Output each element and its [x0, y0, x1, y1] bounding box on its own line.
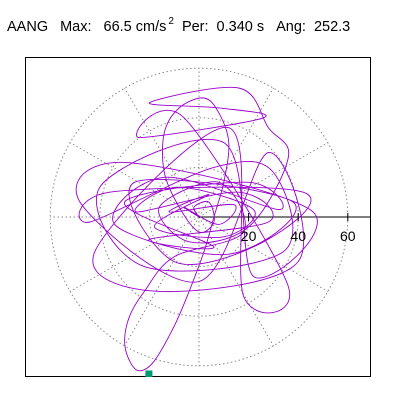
radial-tick-label: 20 [241, 228, 257, 244]
max-value: 66.5 cm/s [103, 19, 167, 35]
particle-motion-plot: 20 40 60 [25, 57, 371, 377]
trace-line [75, 86, 318, 372]
period-label: Per: [181, 19, 209, 35]
grid-spoke-10 [198, 216, 274, 347]
grid-spoke-1 [198, 142, 329, 218]
peak-marker-group [145, 370, 153, 377]
radial-tick-label: 40 [290, 228, 306, 244]
station-label: AANG [7, 19, 49, 35]
peak-marker [145, 370, 153, 377]
angle-label: Ang: [276, 19, 306, 35]
radial-ticks: 20 40 60 [241, 213, 356, 244]
grid-spoke-4 [124, 87, 200, 218]
radial-tick-label: 60 [340, 228, 356, 244]
grid-spoke-8 [124, 216, 200, 347]
max-label: Max: [60, 19, 92, 35]
motion-traces [75, 86, 318, 372]
angle-value: 252.3 [313, 19, 351, 35]
period-value: 0.340 s [216, 19, 265, 35]
max-unit-exponent: 2 [168, 16, 174, 27]
grid-spoke-7 [69, 216, 200, 292]
chart-header: AANG Max: 66.5 cm/s 2 Per: 0.340 s Ang: … [7, 16, 351, 39]
grid-spoke-11 [198, 216, 329, 292]
